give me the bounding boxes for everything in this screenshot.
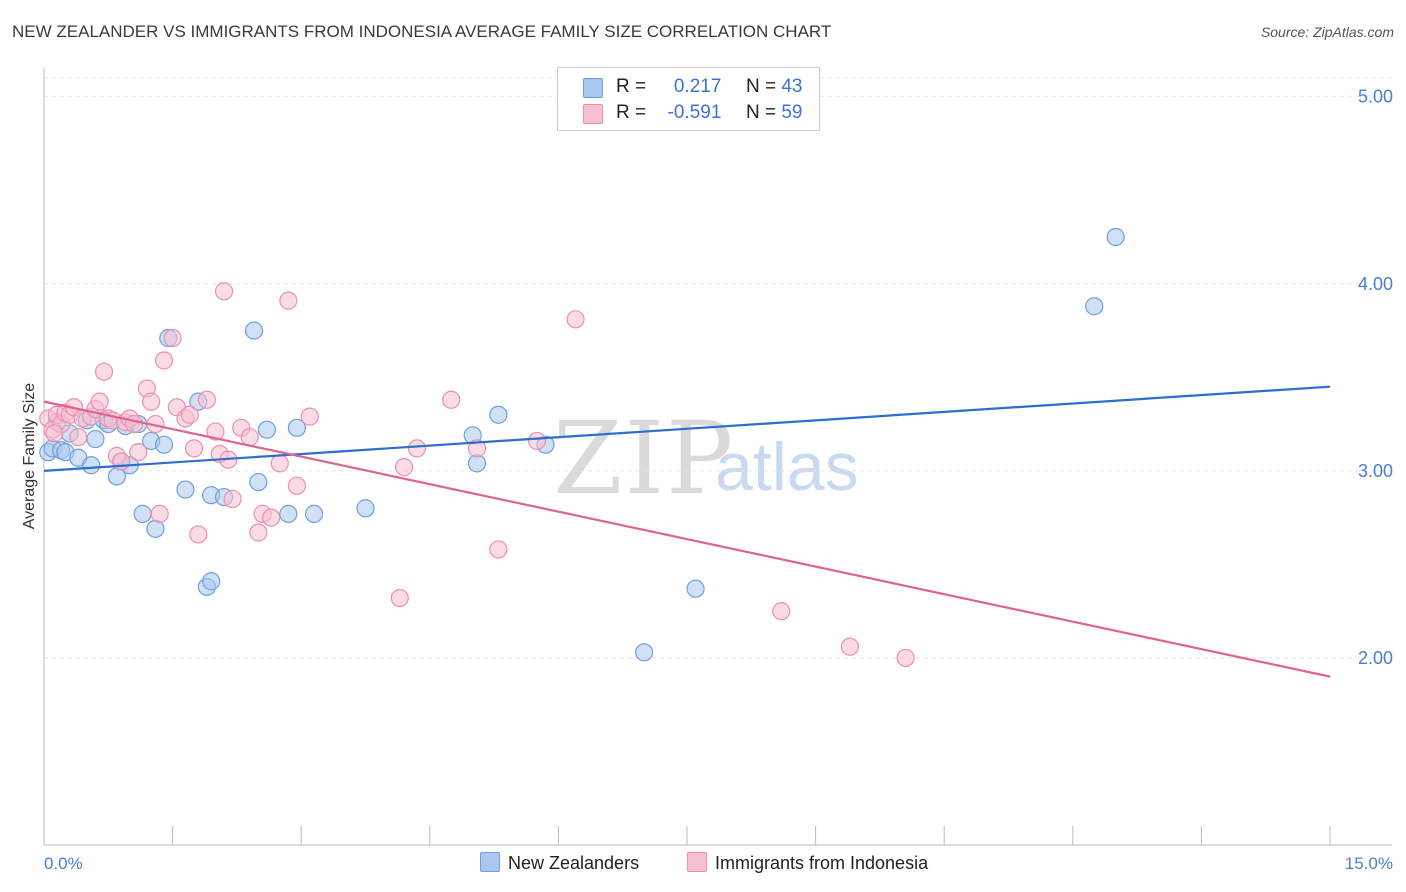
y-axis-label: Average Family Size (21, 383, 38, 530)
data-point (124, 414, 144, 434)
data-point (772, 602, 791, 621)
data-point (214, 282, 234, 301)
data-point (112, 452, 131, 471)
data-point (840, 637, 859, 656)
bottom-legend-label: Immigrants from Indonesia (715, 853, 929, 873)
x-tick-label: 15.0% (1345, 854, 1393, 873)
y-tick-label: 3.00 (1358, 461, 1393, 481)
data-point (249, 523, 268, 542)
data-point (489, 405, 508, 424)
gridlines (44, 77, 1392, 659)
data-point (442, 390, 461, 409)
data-point (566, 310, 585, 329)
data-point (146, 519, 165, 538)
data-point (489, 540, 508, 559)
data-point (287, 476, 307, 495)
data-point (69, 428, 88, 447)
data-point (150, 504, 169, 523)
data-point (287, 418, 307, 437)
bottom-legend-swatch-pink (687, 852, 707, 872)
data-point (527, 431, 547, 451)
bottom-legend-label: New Zealanders (508, 853, 640, 873)
data-point (240, 428, 259, 447)
data-point (189, 525, 208, 544)
watermark-atlas: atlas (715, 429, 859, 505)
data-point (249, 472, 268, 492)
data-point (154, 435, 174, 454)
data-point (896, 648, 915, 668)
data-point (129, 443, 148, 462)
data-point (394, 458, 414, 477)
data-point (86, 429, 105, 449)
y-tick-label: 4.00 (1358, 274, 1393, 294)
legend-n-value: 43 (781, 76, 803, 97)
trend-line (43, 400, 1331, 678)
data-point (279, 291, 298, 310)
legend-box: R = 0.217 N = 43 R = -0.591 N = 59 (557, 67, 820, 131)
axes (43, 68, 1392, 846)
legend-r-label: R = (616, 76, 647, 97)
data-point (467, 439, 487, 458)
data-point (45, 424, 64, 443)
data-point (300, 407, 319, 426)
data-point (1106, 227, 1125, 247)
bottom-legend-item-indonesia: Immigrants from Indonesia (687, 852, 928, 874)
legend-swatch-blue (583, 78, 603, 98)
data-point (635, 643, 654, 662)
data-point (163, 328, 182, 348)
trend-lines (43, 385, 1331, 678)
data-point (407, 439, 427, 458)
legend-r-value: 0.217 (673, 76, 722, 97)
data-point (94, 362, 114, 381)
data-point (223, 489, 242, 509)
y-tick-label: 2.00 (1358, 648, 1393, 668)
data-point (142, 392, 161, 411)
data-point (197, 390, 216, 409)
data-point (279, 504, 298, 523)
data-point (90, 392, 109, 411)
data-point (154, 351, 174, 370)
data-point (257, 420, 277, 439)
bottom-legend-swatch-blue (480, 852, 500, 872)
tick-labels: 2.00 3.00 4.00 5.00 0.0% 15.0% (44, 87, 1393, 873)
legend-swatch-pink (583, 104, 603, 124)
source-label: Source: ZipAtlas.com (1260, 24, 1394, 40)
data-point (202, 572, 221, 591)
data-point (686, 579, 705, 598)
legend-n-label: N = (745, 102, 777, 123)
data-point (82, 456, 101, 475)
data-point (390, 588, 409, 608)
data-point (206, 422, 225, 441)
data-point (304, 504, 324, 523)
bottom-legend-item-new-zealanders: New Zealanders (480, 852, 639, 874)
data-point (356, 499, 375, 518)
series-immigrants-indonesia (39, 282, 915, 668)
data-point (133, 504, 152, 523)
legend-n-value: 59 (781, 102, 803, 123)
legend-r-label: R = (616, 102, 647, 123)
x-tick-label: 0.0% (44, 854, 83, 873)
series-new-zealanders (39, 227, 1125, 662)
data-point (262, 508, 281, 527)
data-point (176, 480, 195, 499)
data-point (270, 454, 289, 473)
data-point (244, 321, 264, 340)
legend-n-label: N = (745, 76, 777, 97)
y-tick-label: 5.00 (1358, 87, 1393, 107)
trend-line (43, 385, 1331, 472)
data-point (1085, 297, 1104, 316)
legend-r-value: -0.591 (667, 102, 722, 123)
data-point (184, 439, 204, 458)
watermark-zip: ZIP (553, 400, 736, 517)
chart-title: NEW ZEALANDER VS IMMIGRANTS FROM INDONES… (12, 22, 832, 41)
data-point (180, 405, 199, 424)
